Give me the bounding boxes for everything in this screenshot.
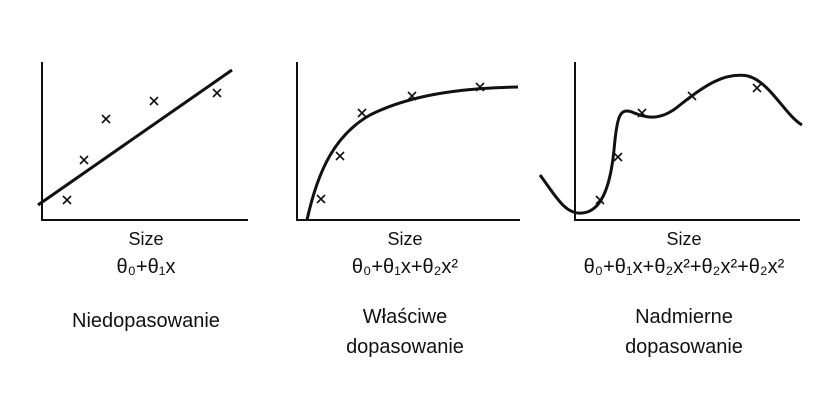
data-points xyxy=(595,83,762,205)
fit-line xyxy=(37,68,233,207)
data-points xyxy=(62,88,222,205)
fit-curve xyxy=(305,85,519,221)
caption: Właściwe xyxy=(363,306,447,328)
panel-overfit: Size θ₀+θ₁x+θ₂x²+θ₂x²+θ₂x² Nadmierne dop… xyxy=(538,62,803,358)
fit-curve xyxy=(538,73,803,215)
formula: θ₀+θ₁x xyxy=(117,256,176,278)
axes xyxy=(296,62,520,221)
formula: θ₀+θ₁x+θ₂x²+θ₂x²+θ₂x² xyxy=(584,256,785,278)
panel-goodfit: Size θ₀+θ₁x+θ₂x² Właściwe dopasowanie xyxy=(296,62,520,358)
caption: Niedopasowanie xyxy=(72,310,220,332)
axes xyxy=(574,62,800,221)
axis-label: Size xyxy=(128,229,163,249)
axis-label: Size xyxy=(387,229,422,249)
caption: dopasowanie xyxy=(625,336,743,358)
axis-label: Size xyxy=(666,229,701,249)
formula: θ₀+θ₁x+θ₂x² xyxy=(352,256,459,278)
panel-underfit: Size θ₀+θ₁x Niedopasowanie xyxy=(37,62,248,332)
caption: Nadmierne xyxy=(635,306,733,328)
caption: dopasowanie xyxy=(346,336,464,358)
data-points xyxy=(316,82,485,204)
axes xyxy=(41,62,248,221)
